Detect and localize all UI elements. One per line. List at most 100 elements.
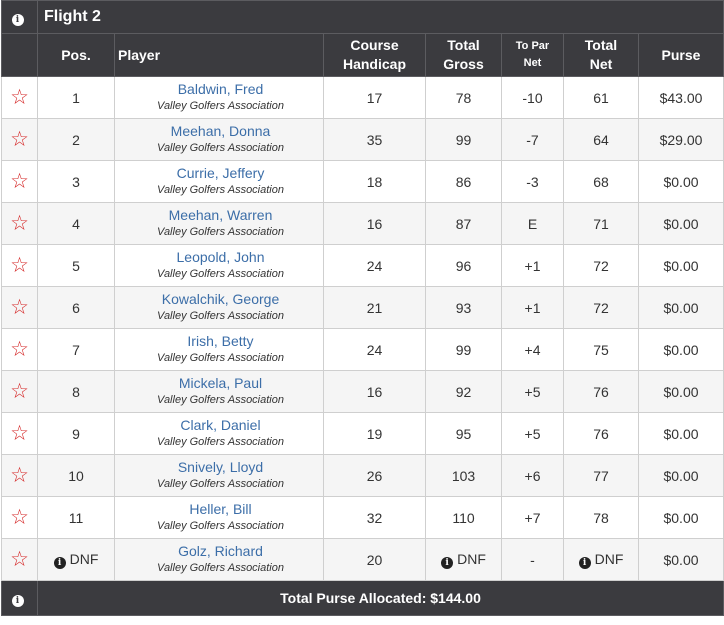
to-par-net-cell: +6 <box>501 454 564 497</box>
course-handicap-cell: 21 <box>323 286 426 329</box>
total-net-cell: 78 <box>563 496 639 539</box>
total-gross-header-line2: Gross <box>443 56 484 72</box>
table-row: ☆ 6 Kowalchik, George Valley Golfers Associ… <box>1 286 724 329</box>
total-net-cell: 72 <box>563 244 639 287</box>
player-name-link[interactable]: Golz, Richard <box>178 542 263 559</box>
favorite-cell[interactable]: ☆ <box>1 454 38 497</box>
course-handicap-column-header[interactable]: Course Handicap <box>323 33 426 77</box>
favorite-cell[interactable]: ☆ <box>1 496 38 539</box>
player-name-link[interactable]: Irish, Betty <box>187 332 254 349</box>
total-gross-cell: 95 <box>425 412 502 455</box>
purse-cell: $0.00 <box>637 202 724 245</box>
to-par-net-cell: - <box>501 538 564 581</box>
player-name-link[interactable]: Heller, Bill <box>189 500 252 517</box>
player-cell: Heller, Bill Valley Golfers Association <box>114 496 324 539</box>
pos-cell: 6 <box>37 286 115 329</box>
total-gross-value: 92 <box>455 383 472 400</box>
star-outline-icon[interactable]: ☆ <box>10 211 29 235</box>
to-par-net-cell: -3 <box>501 160 564 203</box>
course-handicap-cell: 32 <box>323 496 426 539</box>
total-net-value: 76 <box>593 383 609 400</box>
favorite-cell[interactable]: ☆ <box>1 118 38 161</box>
purse-cell: $0.00 <box>637 244 724 287</box>
info-circle-icon[interactable]: i <box>11 595 24 607</box>
flight-info-cell[interactable]: i <box>1 0 38 34</box>
total-net-value: 75 <box>593 341 609 358</box>
player-name-link[interactable]: Currie, Jeffery <box>176 164 265 181</box>
course-handicap-header-line1: Course <box>350 37 399 53</box>
favorite-cell[interactable]: ☆ <box>1 286 38 329</box>
total-gross-value: 95 <box>455 425 472 442</box>
player-name-link[interactable]: Snively, Lloyd <box>177 458 264 475</box>
purse-cell: $0.00 <box>637 370 724 413</box>
total-net-value: 71 <box>593 215 609 232</box>
player-name-link[interactable]: Kowalchik, George <box>161 290 280 307</box>
player-name-link[interactable]: Baldwin, Fred <box>177 80 264 97</box>
total-net-value: 68 <box>593 173 609 190</box>
player-cell: Irish, Betty Valley Golfers Association <box>114 328 324 371</box>
star-outline-icon[interactable]: ☆ <box>10 505 29 529</box>
total-gross-cell: 103 <box>425 454 502 497</box>
info-circle-icon[interactable]: i <box>53 556 66 569</box>
info-circle-icon[interactable]: i <box>11 14 24 26</box>
star-outline-icon[interactable]: ☆ <box>10 421 29 445</box>
player-cell: Clark, Daniel Valley Golfers Association <box>114 412 324 455</box>
table-row: ☆ 4 Meehan, Warren Valley Golfers Associati… <box>1 202 724 245</box>
total-net-cell: 75 <box>563 328 639 371</box>
total-gross-value: 87 <box>455 215 472 232</box>
total-net-value: 77 <box>593 467 609 484</box>
star-outline-icon[interactable]: ☆ <box>10 295 29 319</box>
star-outline-icon[interactable]: ☆ <box>10 169 29 193</box>
total-gross-column-header[interactable]: Total Gross <box>425 33 502 77</box>
pos-value: 1 <box>72 89 80 106</box>
pos-value: DNF <box>69 550 99 567</box>
purse-cell: $29.00 <box>637 118 724 161</box>
total-net-value: 64 <box>593 131 609 148</box>
star-outline-icon[interactable]: ☆ <box>10 253 29 277</box>
player-association: Valley Golfers Association <box>157 393 284 406</box>
favorite-cell[interactable]: ☆ <box>1 538 38 581</box>
player-name-link[interactable]: Meehan, Warren <box>168 206 273 223</box>
total-gross-value: DNF <box>457 550 486 567</box>
info-circle-icon[interactable]: i <box>578 556 591 569</box>
player-name-link[interactable]: Leopold, John <box>176 248 265 265</box>
total-net-column-header[interactable]: Total Net <box>563 33 639 77</box>
info-circle-icon[interactable]: i <box>441 556 454 569</box>
favorite-cell[interactable]: ☆ <box>1 328 38 371</box>
player-name-link[interactable]: Meehan, Donna <box>170 122 271 139</box>
favorite-cell[interactable]: ☆ <box>1 202 38 245</box>
total-net-cell: 77 <box>563 454 639 497</box>
player-cell: Currie, Jeffery Valley Golfers Associatio… <box>114 160 324 203</box>
star-outline-icon[interactable]: ☆ <box>10 337 29 361</box>
to-par-net-column-header[interactable]: To Par Net <box>501 33 564 77</box>
player-association: Valley Golfers Association <box>157 141 284 154</box>
pos-cell: 2 <box>37 118 115 161</box>
player-association: Valley Golfers Association <box>157 519 284 532</box>
total-net-value: 61 <box>593 89 609 106</box>
star-outline-icon[interactable]: ☆ <box>10 463 29 487</box>
star-outline-icon[interactable]: ☆ <box>10 379 29 403</box>
player-name-link[interactable]: Mickela, Paul <box>178 374 263 391</box>
player-cell: Baldwin, Fred Valley Golfers Association <box>114 76 324 119</box>
favorite-cell[interactable]: ☆ <box>1 244 38 287</box>
favorite-cell[interactable]: ☆ <box>1 76 38 119</box>
pos-cell: 7 <box>37 328 115 371</box>
total-net-value: 72 <box>593 299 609 316</box>
star-outline-icon[interactable]: ☆ <box>10 127 29 151</box>
total-gross-header-line1: Total <box>447 37 480 53</box>
favorite-cell[interactable]: ☆ <box>1 160 38 203</box>
favorite-cell[interactable]: ☆ <box>1 412 38 455</box>
favorite-cell[interactable]: ☆ <box>1 370 38 413</box>
star-outline-icon[interactable]: ☆ <box>10 85 29 109</box>
player-name-link[interactable]: Clark, Daniel <box>180 416 261 433</box>
star-outline-icon[interactable]: ☆ <box>10 547 29 571</box>
leaderboard-rows: ☆ 1 Baldwin, Fred Valley Golfers Associatio… <box>1 76 724 581</box>
pos-value: 7 <box>72 341 80 358</box>
pos-column-header[interactable]: Pos. <box>37 33 115 77</box>
footer-info-cell[interactable]: i <box>1 580 38 616</box>
player-cell: Leopold, John Valley Golfers Association <box>114 244 324 287</box>
total-net-cell: 61 <box>563 76 639 119</box>
player-column-header[interactable]: Player <box>114 33 324 77</box>
purse-column-header[interactable]: Purse <box>637 33 724 77</box>
